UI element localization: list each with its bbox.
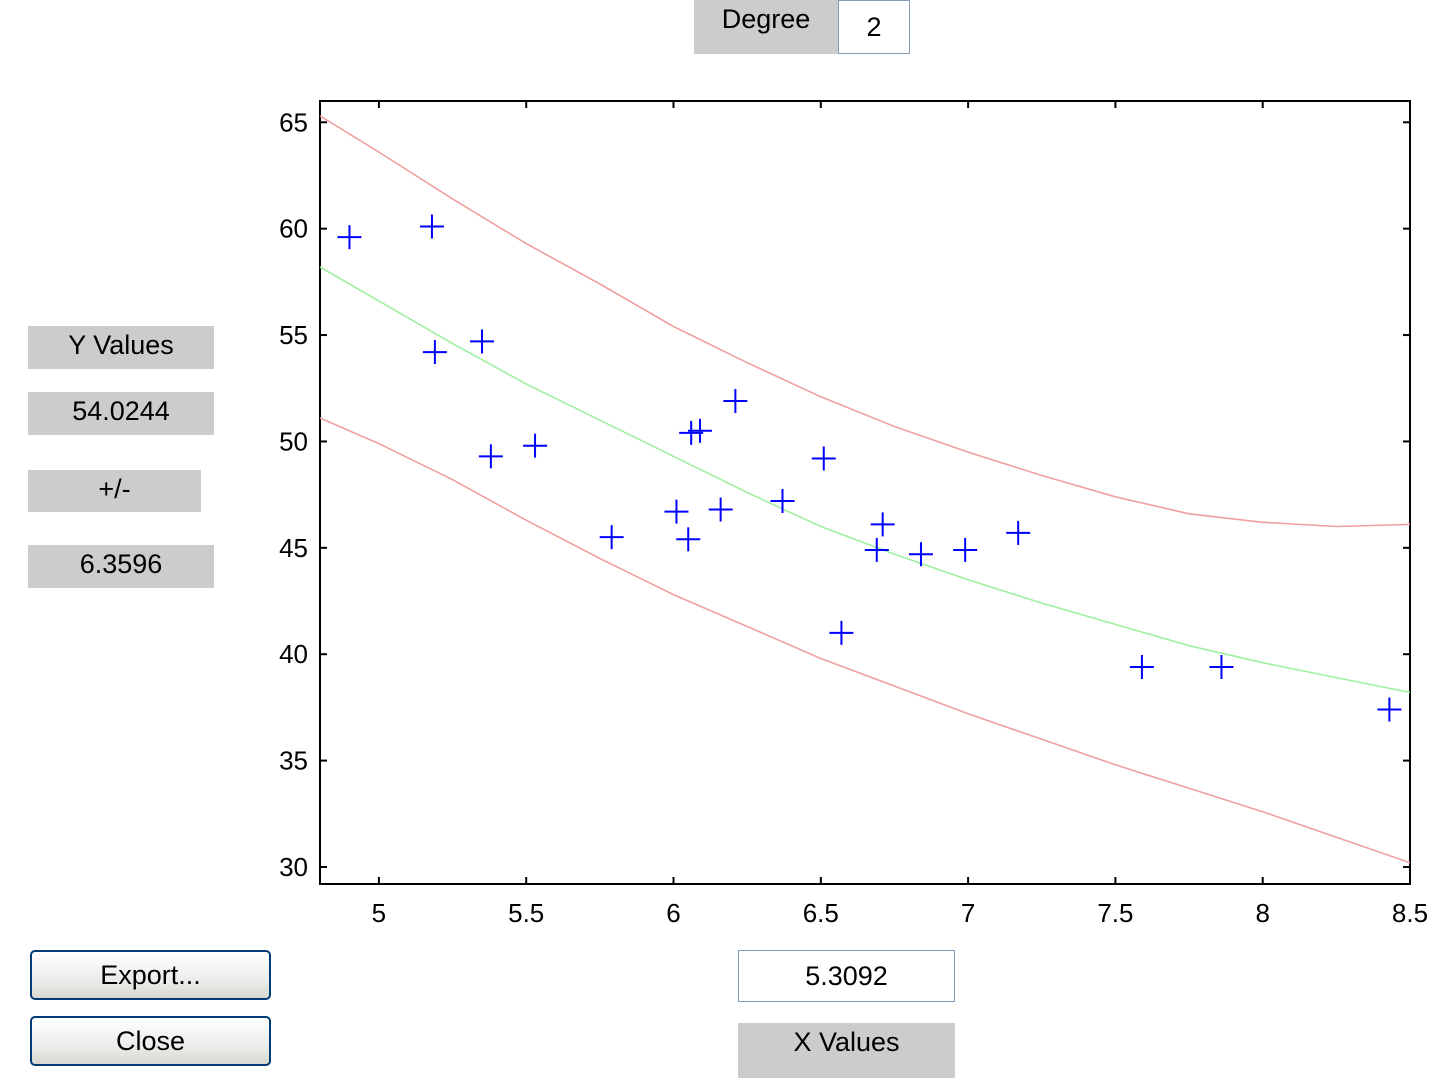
y-tick-label: 50 xyxy=(279,426,308,456)
y-tick-label: 35 xyxy=(279,746,308,776)
x-tick-label: 5 xyxy=(372,898,386,928)
regression-plot[interactable]: 5 5.5 6 6.5 7 7.5 8 8.5 30 35 40 45 50 55 60 65 xyxy=(0,0,1436,945)
x-tick-label: 7 xyxy=(961,898,975,928)
data-point xyxy=(676,527,701,552)
data-point xyxy=(908,542,933,567)
y-tick-label: 60 xyxy=(279,214,308,244)
plus-minus-label: +/- xyxy=(28,470,201,512)
data-point xyxy=(523,433,548,458)
y-tick-label: 55 xyxy=(279,320,308,350)
plot-curves xyxy=(319,115,1411,864)
plot-points xyxy=(337,214,1402,722)
lower-bound-line xyxy=(319,417,1411,864)
y-value-readout: 54.0244 xyxy=(28,392,214,435)
data-point xyxy=(811,446,836,471)
export-button[interactable]: Export... xyxy=(30,950,271,1000)
x-values-title: X Values xyxy=(738,1023,955,1078)
degree-label: Degree xyxy=(694,0,838,54)
x-tick-label: 6 xyxy=(666,898,680,928)
data-point xyxy=(829,620,854,645)
y-tick-label: 40 xyxy=(279,639,308,669)
data-point xyxy=(419,214,444,239)
x-tick-label: 6.5 xyxy=(803,898,839,928)
data-point xyxy=(770,489,795,514)
fit-line xyxy=(319,266,1411,694)
data-point xyxy=(864,537,889,562)
data-point xyxy=(688,418,713,443)
degree-input[interactable]: 2 xyxy=(838,0,910,54)
data-point xyxy=(599,525,624,550)
data-point xyxy=(470,329,495,354)
x-tick-label: 7.5 xyxy=(1097,898,1133,928)
data-point xyxy=(422,340,447,365)
y-tick-label: 65 xyxy=(279,107,308,137)
data-point xyxy=(870,512,895,537)
plot-axes: 5 5.5 6 6.5 7 7.5 8 8.5 30 35 40 45 50 55 60 65 xyxy=(279,100,1428,928)
x-tick-label: 5.5 xyxy=(508,898,544,928)
data-point xyxy=(337,225,362,250)
close-button[interactable]: Close xyxy=(30,1016,271,1066)
data-point xyxy=(1209,654,1234,679)
data-point xyxy=(1129,654,1154,679)
data-point xyxy=(708,497,733,522)
data-point xyxy=(664,499,689,524)
x-value-input[interactable]: 5.3092 xyxy=(738,950,955,1002)
data-point xyxy=(478,444,503,469)
x-tick-label: 8.5 xyxy=(1392,898,1428,928)
data-point xyxy=(1377,697,1402,722)
plot-frame xyxy=(319,100,1411,885)
x-tick-label: 8 xyxy=(1255,898,1269,928)
data-point xyxy=(1006,520,1031,545)
plus-minus-value: 6.3596 xyxy=(28,545,214,588)
upper-bound-line xyxy=(319,115,1411,528)
y-tick-label: 30 xyxy=(279,852,308,882)
data-point xyxy=(953,537,978,562)
y-values-title: Y Values xyxy=(28,326,214,369)
data-point xyxy=(723,389,748,414)
y-tick-label: 45 xyxy=(279,533,308,563)
